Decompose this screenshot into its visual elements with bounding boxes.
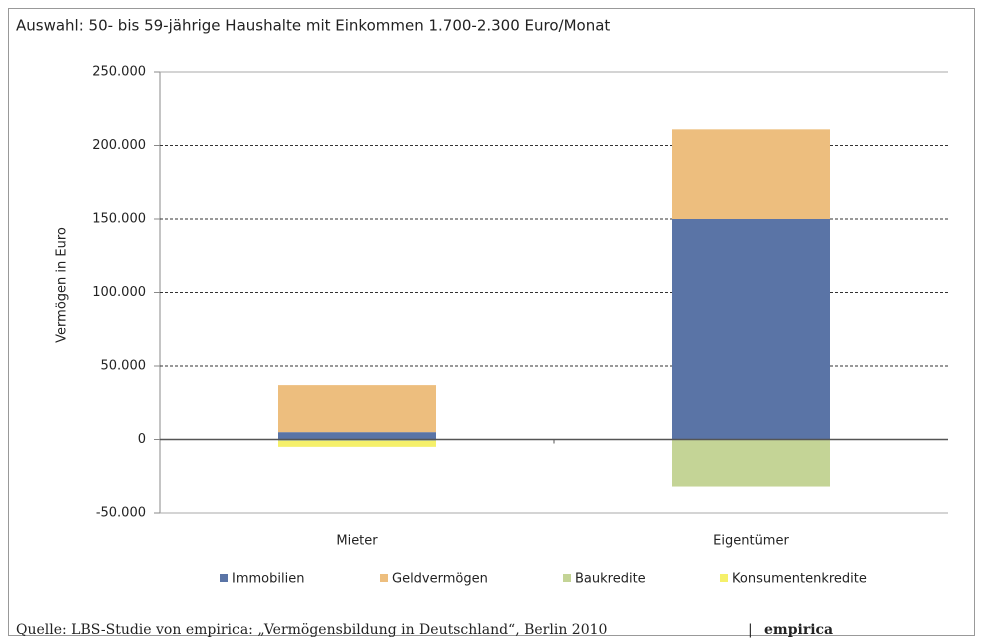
legend-label: Baukredite [575,572,646,587]
bar-segment [278,440,436,447]
legend-label: Geldvermögen [392,572,488,587]
y-tick-label: 50.000 [101,359,147,374]
y-tick-label: 200.000 [92,138,146,153]
y-axis-label: Vermögen in Euro [55,227,70,343]
legend-swatch [380,574,388,582]
separator: | [748,622,753,638]
bar-segment [672,439,830,487]
y-tick-label: -50.000 [96,506,146,521]
legend-swatch [563,574,571,582]
y-tick-label: 0 [138,432,146,447]
source: Quelle: LBS-Studie von empirica: „Vermög… [16,622,607,638]
frame [8,8,975,636]
chart-title: Auswahl: 50- bis 59-jährige Haushalte mi… [16,17,610,35]
bar-segment [672,219,830,440]
y-tick-label: 150.000 [92,212,146,227]
bar-segment [278,385,436,433]
brand: empirica [764,622,833,638]
legend-label: Immobilien [232,572,304,587]
bar-segment [278,432,436,440]
legend-swatch [720,574,728,582]
y-tick-label: 250.000 [92,65,146,80]
x-tick-label: Eigentümer [713,534,789,549]
x-tick-label: Mieter [336,534,378,549]
legend-swatch [220,574,228,582]
bar-segment [672,129,830,219]
y-tick-label: 100.000 [92,285,146,300]
legend-label: Konsumentenkredite [732,572,867,587]
